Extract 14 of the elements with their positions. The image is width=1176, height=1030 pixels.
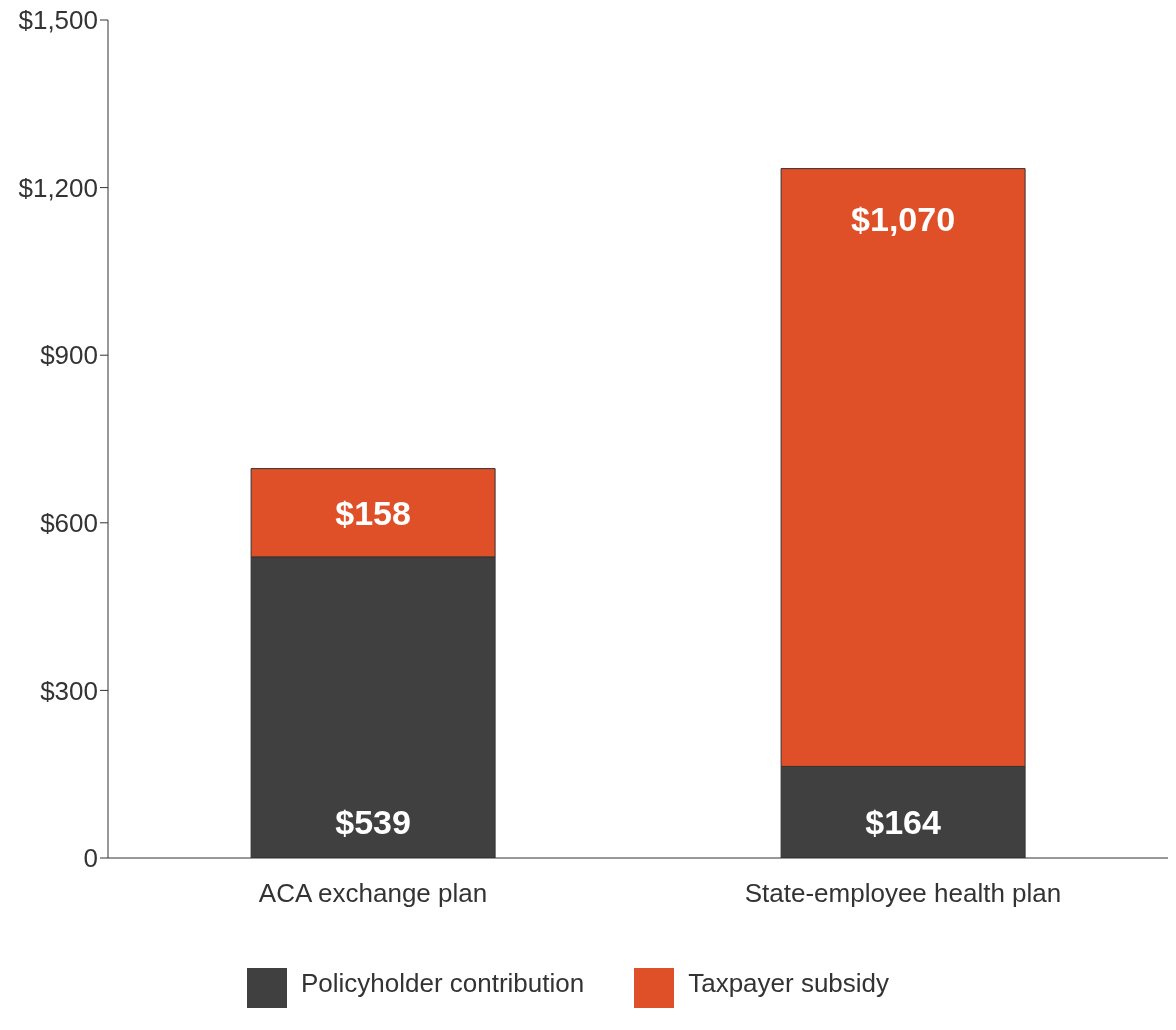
- y-tick-label: $1,500: [18, 5, 98, 36]
- data-label: $164: [865, 803, 942, 841]
- data-label: $158: [335, 493, 411, 532]
- y-tick-label: 0: [83, 843, 98, 874]
- legend-label: Policyholder contribution: [300, 968, 585, 999]
- y-tick-label: $600: [40, 508, 98, 539]
- x-tick-label: ACA exchange plan: [258, 878, 488, 909]
- y-tick-label: $300: [40, 675, 98, 706]
- x-tick-label: State-employee health plan: [744, 878, 1062, 909]
- data-label: $1,070: [851, 199, 956, 238]
- data-label: $539: [335, 803, 411, 841]
- y-tick-label: $1,200: [18, 172, 98, 203]
- y-tick-label: $900: [40, 340, 98, 371]
- legend-label: Taxpayer subsidy: [688, 968, 890, 999]
